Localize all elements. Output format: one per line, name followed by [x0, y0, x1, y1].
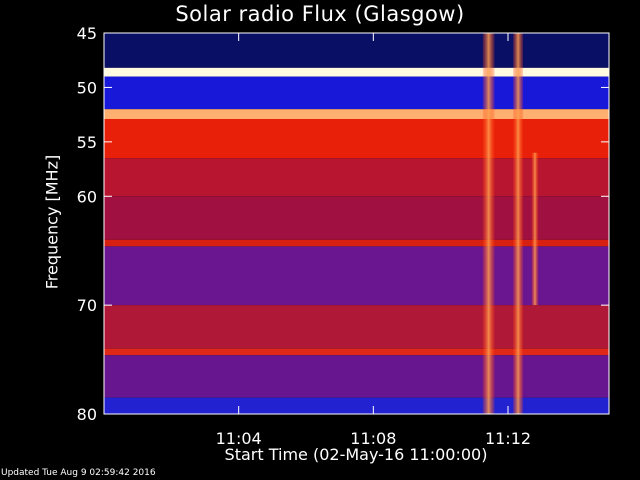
y-axis-label: Frequency [MHz] [42, 154, 62, 290]
y-tick-label: 80 [77, 405, 97, 424]
spectrum-band-10 [104, 348, 609, 356]
spectrum-band-3 [104, 109, 609, 119]
updated-timestamp: Updated Tue Aug 9 02:59:42 2016 [1, 468, 156, 478]
chart-title: Solar radio Flux (Glasgow) [175, 2, 465, 26]
spectrum-band-7 [104, 239, 609, 247]
x-axis-label: Start Time (02-May-16 11:00:00) [224, 445, 488, 464]
plot-frame [103, 32, 610, 415]
y-tick-label: 60 [77, 187, 97, 206]
spectrum-band-12 [104, 397, 609, 414]
burst-2 [531, 152, 539, 306]
spectrum-band-5 [104, 158, 609, 197]
y-axis: 45 50 55 60 70 80 [77, 24, 609, 424]
spectrogram-bands [104, 33, 609, 414]
y-tick-label: 55 [77, 133, 97, 152]
spectrum-band-0 [104, 33, 609, 68]
spectrum-band-2 [104, 76, 609, 110]
burst-0 [482, 33, 495, 414]
spectrum-band-8 [104, 246, 609, 306]
y-tick-label: 70 [77, 296, 97, 315]
y-tick-label: 50 [77, 78, 97, 97]
y-tick-label: 45 [77, 24, 97, 43]
burst-1 [513, 33, 524, 414]
x-axis: 11:04 11:08 11:12 [216, 33, 531, 448]
spectrum-band-9 [104, 305, 609, 349]
spectrum-band-11 [104, 355, 609, 398]
spectrum-band-6 [104, 196, 609, 240]
x-tick-label: 11:12 [485, 429, 531, 448]
spectrum-band-4 [104, 118, 609, 159]
x-tick-label: 11:04 [216, 429, 262, 448]
radio-bursts [482, 33, 539, 414]
spectrum-band-1 [104, 67, 609, 77]
x-tick-label: 11:08 [350, 429, 396, 448]
